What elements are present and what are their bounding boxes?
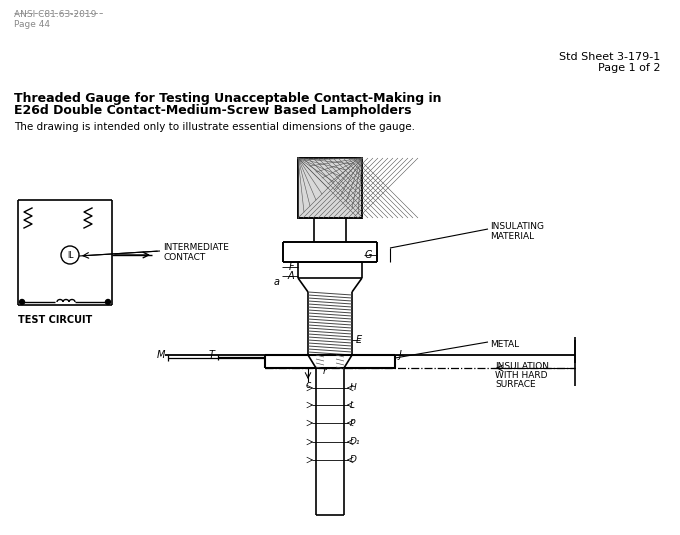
Text: c: c	[305, 380, 311, 390]
Bar	[298, 158, 362, 218]
Text: CONTACT: CONTACT	[163, 253, 205, 262]
Text: M: M	[156, 350, 165, 360]
Text: INSULATION: INSULATION	[495, 362, 549, 371]
Bar	[298, 158, 362, 218]
Text: H: H	[350, 384, 357, 393]
Text: E: E	[356, 335, 362, 345]
Text: F: F	[288, 262, 294, 272]
Text: INTERMEDIATE: INTERMEDIATE	[163, 243, 229, 252]
Text: ANSI C81.63-2019: ANSI C81.63-2019	[14, 10, 97, 19]
Text: Std Sheet 3-179-1: Std Sheet 3-179-1	[559, 52, 660, 62]
Text: MATERIAL: MATERIAL	[490, 232, 534, 241]
Text: Page 44: Page 44	[14, 20, 50, 29]
Text: A: A	[288, 271, 294, 281]
Text: P: P	[350, 418, 356, 427]
Text: E26d Double Contact-Medium-Screw Based Lampholders: E26d Double Contact-Medium-Screw Based L…	[14, 104, 411, 117]
Text: L: L	[350, 401, 355, 409]
Text: The drawing is intended only to illustrate essential dimensions of the gauge.: The drawing is intended only to illustra…	[14, 122, 415, 132]
Text: Page 1 of 2: Page 1 of 2	[598, 63, 660, 73]
Text: METAL: METAL	[490, 340, 519, 349]
Text: D: D	[350, 455, 357, 464]
Text: r: r	[323, 368, 327, 377]
Text: G: G	[365, 250, 373, 260]
Text: T: T	[209, 350, 215, 360]
Circle shape	[20, 300, 24, 304]
Text: SURFACE: SURFACE	[495, 380, 536, 389]
Text: IL: IL	[67, 250, 73, 259]
Circle shape	[105, 300, 111, 304]
Text: D₁: D₁	[350, 438, 360, 447]
Text: a: a	[274, 277, 280, 287]
Text: INSULATING: INSULATING	[490, 222, 544, 231]
Text: J: J	[399, 350, 402, 360]
Text: WITH HARD: WITH HARD	[495, 371, 547, 380]
Text: TEST CIRCUIT: TEST CIRCUIT	[18, 315, 92, 325]
Text: Threaded Gauge for Testing Unacceptable Contact-Making in: Threaded Gauge for Testing Unacceptable …	[14, 92, 441, 105]
